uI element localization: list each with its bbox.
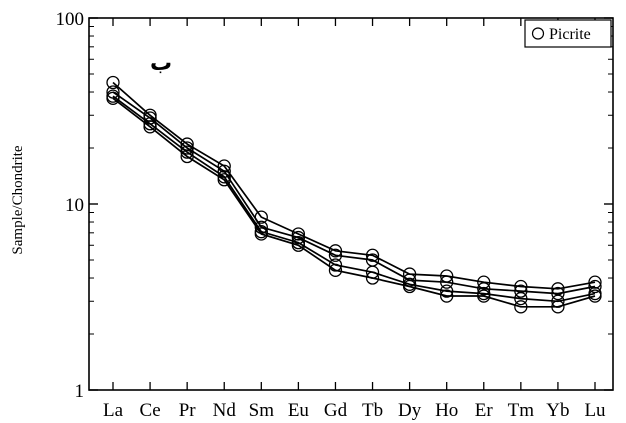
- data-point-circle: [402, 279, 417, 294]
- data-point-circle: [477, 289, 491, 303]
- data-point-circle: [477, 282, 491, 296]
- x-category-label: Pr: [179, 400, 197, 421]
- data-point-circle: [514, 300, 528, 314]
- data-point-circle: [514, 284, 528, 298]
- y-tick-label: 10: [65, 195, 84, 216]
- x-category-label: La: [103, 400, 124, 421]
- data-point-circle: [254, 227, 268, 241]
- x-category-label: Tb: [362, 400, 383, 421]
- x-category-label: Sm: [249, 400, 275, 421]
- data-point-circle: [328, 248, 343, 262]
- x-category-label: Dy: [398, 400, 422, 421]
- legend-box: [524, 19, 612, 48]
- data-point-circle: [328, 263, 343, 277]
- x-category-label: Eu: [288, 400, 310, 421]
- y-tick-label: 100: [56, 9, 85, 30]
- data-point-circle: [143, 120, 157, 134]
- x-category-label: Ho: [435, 400, 458, 421]
- data-point-circle: [328, 244, 343, 258]
- data-point-circle: [551, 286, 565, 301]
- data-point-circle: [365, 271, 380, 285]
- y-tick-label: 1: [75, 381, 85, 402]
- data-point-circle: [440, 284, 454, 298]
- series-layer: [106, 75, 602, 314]
- x-category-label: Gd: [324, 400, 348, 421]
- data-point-circle: [514, 291, 528, 306]
- legend-marker-icon: [531, 27, 545, 40]
- data-point-circle: [217, 173, 231, 187]
- data-point-circle: [291, 227, 306, 241]
- x-category-label: Lu: [584, 400, 606, 421]
- x-category-label: Yb: [546, 400, 569, 421]
- data-point-circle: [106, 85, 120, 99]
- series-line: [112, 97, 596, 308]
- legend-label: Picrite: [549, 26, 591, 43]
- series-line: [112, 91, 596, 295]
- data-point-circle: [106, 75, 120, 90]
- x-category-label: Nd: [213, 400, 237, 421]
- x-category-label: Ce: [140, 400, 161, 421]
- series-line: [112, 95, 596, 303]
- y-axis-title: Sample/Chondrite: [10, 145, 26, 254]
- x-category-label: Er: [475, 400, 494, 421]
- panel-letter: ب: [150, 51, 172, 76]
- data-point-circle: [588, 289, 602, 303]
- data-point-circle: [440, 275, 454, 289]
- data-point-circle: [440, 289, 454, 303]
- data-point-circle: [365, 248, 380, 262]
- x-category-label: Tm: [508, 400, 535, 421]
- axis-labels: 1 10 100 La Ce Pr Nd Sm Eu Gd Tb Dy Ho Er Tm Yb Lu: [56, 9, 607, 421]
- data-point-circle: [180, 149, 194, 164]
- data-point-circle: [106, 91, 120, 105]
- data-point-circle: [291, 238, 306, 252]
- legend: Picrite: [524, 19, 612, 48]
- data-point-circle: [588, 279, 602, 294]
- data-point-circle: [551, 300, 565, 314]
- data-point-circle: [143, 117, 157, 131]
